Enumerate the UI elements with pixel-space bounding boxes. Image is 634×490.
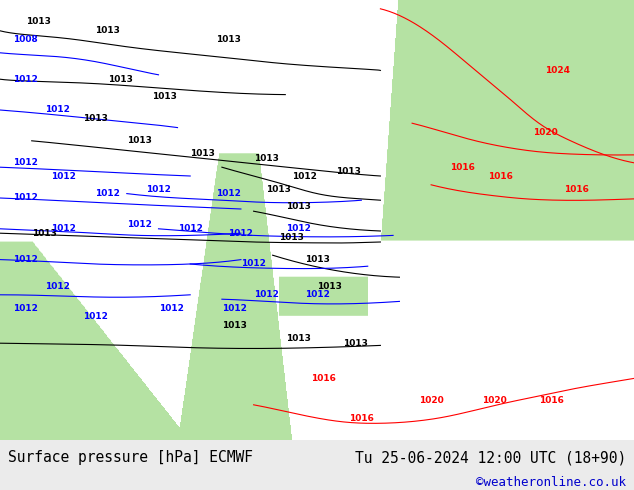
Text: 1012: 1012 xyxy=(146,185,171,194)
Text: 1012: 1012 xyxy=(216,189,241,198)
Text: 1020: 1020 xyxy=(533,127,558,137)
Text: 1012: 1012 xyxy=(228,229,254,238)
Text: 1013: 1013 xyxy=(152,92,178,101)
Text: 1013: 1013 xyxy=(190,149,216,158)
Text: 1016: 1016 xyxy=(311,374,336,383)
Text: 1013: 1013 xyxy=(304,255,330,264)
Text: 1013: 1013 xyxy=(25,18,51,26)
Text: ©weatheronline.co.uk: ©weatheronline.co.uk xyxy=(476,476,626,489)
Text: 1012: 1012 xyxy=(285,224,311,233)
Text: 1012: 1012 xyxy=(13,194,38,202)
Text: 1012: 1012 xyxy=(178,224,203,233)
Text: 1012: 1012 xyxy=(127,220,152,229)
Text: 1016: 1016 xyxy=(488,172,514,180)
Text: 1012: 1012 xyxy=(254,290,279,299)
Text: 1013: 1013 xyxy=(285,334,311,343)
Text: 1013: 1013 xyxy=(266,185,292,194)
Text: 1013: 1013 xyxy=(317,281,342,291)
Text: 1012: 1012 xyxy=(82,312,108,321)
Text: 1013: 1013 xyxy=(336,167,361,176)
Text: 1013: 1013 xyxy=(222,321,247,330)
Text: 1013: 1013 xyxy=(285,202,311,211)
Text: 1012: 1012 xyxy=(13,74,38,84)
Text: 1013: 1013 xyxy=(32,229,57,238)
Text: 1016: 1016 xyxy=(349,414,374,422)
Text: 1013: 1013 xyxy=(108,74,133,84)
Text: 1013: 1013 xyxy=(216,35,241,44)
Text: 1012: 1012 xyxy=(13,255,38,264)
Text: 1012: 1012 xyxy=(44,281,70,291)
Text: 1013: 1013 xyxy=(342,339,368,348)
Text: 1013: 1013 xyxy=(82,114,108,123)
Text: 1012: 1012 xyxy=(51,172,76,180)
Text: Surface pressure [hPa] ECMWF: Surface pressure [hPa] ECMWF xyxy=(8,450,252,465)
Text: Tu 25-06-2024 12:00 UTC (18+90): Tu 25-06-2024 12:00 UTC (18+90) xyxy=(355,450,626,465)
Text: 1012: 1012 xyxy=(304,290,330,299)
Text: 1016: 1016 xyxy=(564,185,590,194)
Text: 1012: 1012 xyxy=(44,105,70,115)
Text: 1024: 1024 xyxy=(545,66,571,75)
Text: 1016: 1016 xyxy=(539,396,564,405)
Text: 1013: 1013 xyxy=(279,233,304,242)
Text: 1013: 1013 xyxy=(127,136,152,146)
Text: 1013: 1013 xyxy=(95,26,120,35)
Text: 1012: 1012 xyxy=(292,172,317,180)
Text: 1020: 1020 xyxy=(418,396,444,405)
Text: 1012: 1012 xyxy=(222,303,247,313)
Text: 1008: 1008 xyxy=(13,35,38,44)
Text: 1012: 1012 xyxy=(13,303,38,313)
Text: 1012: 1012 xyxy=(51,224,76,233)
Text: 1012: 1012 xyxy=(13,158,38,167)
Text: 1013: 1013 xyxy=(254,154,279,163)
Text: 1020: 1020 xyxy=(482,396,507,405)
Text: 1016: 1016 xyxy=(450,163,476,172)
Text: 1012: 1012 xyxy=(95,189,120,198)
Text: 1012: 1012 xyxy=(158,303,184,313)
Text: 1012: 1012 xyxy=(241,260,266,269)
